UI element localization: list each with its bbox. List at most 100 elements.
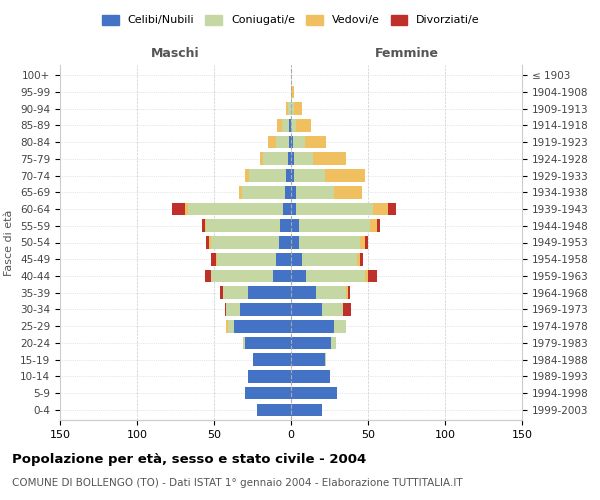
- Bar: [260, 152, 263, 165]
- Bar: [377, 220, 380, 232]
- Bar: [294, 169, 325, 182]
- Bar: [288, 102, 291, 115]
- Bar: [272, 270, 291, 282]
- Bar: [291, 86, 294, 98]
- Bar: [299, 236, 360, 249]
- Bar: [245, 387, 291, 400]
- Bar: [205, 220, 206, 232]
- Text: Femmine: Femmine: [374, 47, 439, 60]
- Bar: [325, 169, 365, 182]
- Bar: [373, 202, 388, 215]
- Bar: [206, 236, 209, 249]
- Bar: [291, 169, 294, 182]
- Bar: [220, 286, 223, 299]
- Bar: [211, 253, 215, 266]
- Bar: [289, 119, 291, 132]
- Bar: [334, 186, 362, 198]
- Bar: [291, 119, 296, 132]
- Bar: [250, 169, 286, 182]
- Bar: [291, 186, 296, 198]
- Bar: [226, 320, 228, 332]
- Bar: [206, 220, 280, 232]
- Bar: [343, 303, 351, 316]
- Bar: [388, 202, 396, 215]
- Bar: [307, 270, 365, 282]
- Bar: [286, 169, 291, 182]
- Bar: [368, 270, 377, 282]
- Bar: [291, 102, 294, 115]
- Bar: [291, 270, 307, 282]
- Bar: [346, 286, 348, 299]
- Bar: [291, 387, 337, 400]
- Bar: [285, 186, 291, 198]
- Bar: [223, 286, 248, 299]
- Bar: [291, 404, 322, 416]
- Bar: [334, 320, 346, 332]
- Bar: [360, 236, 365, 249]
- Bar: [275, 253, 291, 266]
- Bar: [240, 303, 291, 316]
- Bar: [239, 186, 242, 198]
- Bar: [305, 136, 326, 148]
- Bar: [365, 270, 368, 282]
- Bar: [296, 119, 311, 132]
- Bar: [325, 354, 326, 366]
- Bar: [302, 253, 357, 266]
- Bar: [248, 370, 291, 382]
- Bar: [294, 152, 313, 165]
- Bar: [172, 202, 185, 215]
- Bar: [211, 236, 278, 249]
- Bar: [313, 152, 346, 165]
- Y-axis label: Fasce di età: Fasce di età: [4, 210, 14, 276]
- Bar: [277, 119, 282, 132]
- Bar: [188, 202, 283, 215]
- Legend: Celibi/Nubili, Coniugati/e, Vedovi/e, Divorziati/e: Celibi/Nubili, Coniugati/e, Vedovi/e, Di…: [98, 10, 484, 30]
- Bar: [245, 336, 291, 349]
- Bar: [209, 236, 211, 249]
- Bar: [296, 186, 334, 198]
- Bar: [234, 320, 291, 332]
- Bar: [365, 236, 368, 249]
- Text: Maschi: Maschi: [151, 47, 200, 60]
- Bar: [289, 136, 291, 148]
- Bar: [278, 236, 291, 249]
- Bar: [205, 270, 211, 282]
- Bar: [242, 186, 285, 198]
- Bar: [294, 102, 302, 115]
- Bar: [215, 253, 217, 266]
- Bar: [282, 119, 289, 132]
- Text: Popolazione per età, sesso e stato civile - 2004: Popolazione per età, sesso e stato civil…: [12, 452, 366, 466]
- Bar: [291, 136, 293, 148]
- Bar: [291, 220, 299, 232]
- Bar: [293, 136, 305, 148]
- Bar: [322, 303, 343, 316]
- Bar: [283, 202, 291, 215]
- Bar: [291, 336, 331, 349]
- Bar: [217, 253, 275, 266]
- Bar: [291, 303, 322, 316]
- Bar: [286, 102, 288, 115]
- Bar: [370, 220, 377, 232]
- Bar: [299, 220, 370, 232]
- Bar: [245, 169, 250, 182]
- Bar: [226, 303, 240, 316]
- Bar: [263, 152, 288, 165]
- Bar: [357, 253, 360, 266]
- Bar: [331, 336, 335, 349]
- Bar: [268, 136, 275, 148]
- Bar: [291, 152, 294, 165]
- Bar: [253, 354, 291, 366]
- Bar: [202, 220, 205, 232]
- Bar: [291, 236, 299, 249]
- Y-axis label: Anni di nascita: Anni di nascita: [598, 201, 600, 284]
- Bar: [291, 253, 302, 266]
- Bar: [257, 404, 291, 416]
- Bar: [316, 286, 346, 299]
- Bar: [225, 303, 226, 316]
- Bar: [291, 320, 334, 332]
- Bar: [348, 286, 350, 299]
- Bar: [291, 354, 325, 366]
- Bar: [228, 320, 234, 332]
- Bar: [248, 286, 291, 299]
- Bar: [280, 220, 291, 232]
